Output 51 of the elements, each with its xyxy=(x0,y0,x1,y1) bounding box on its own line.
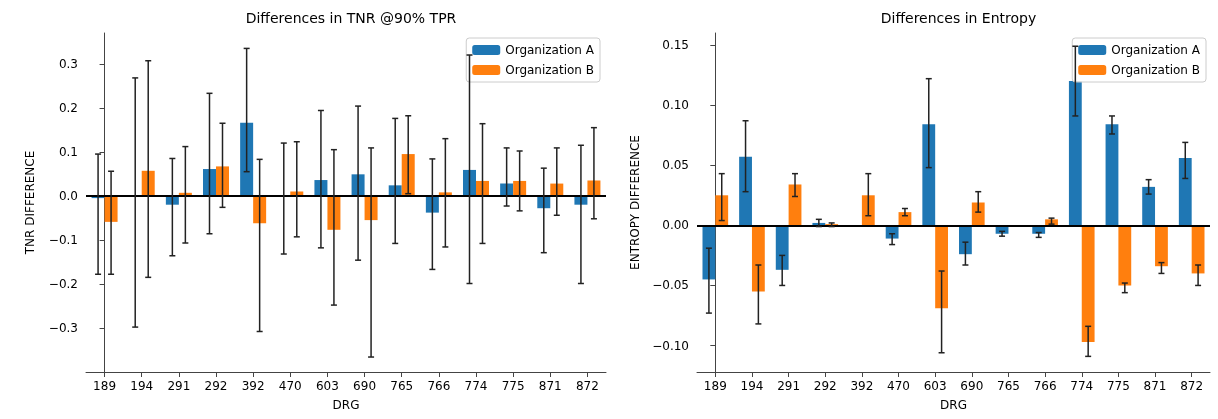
x-axis-title: DRG xyxy=(332,398,360,412)
x-tick-label: 871 xyxy=(1143,379,1167,393)
y-tick-label: −0.10 xyxy=(652,338,689,353)
x-tick-label: 872 xyxy=(1180,379,1204,393)
x-tick-label: 690 xyxy=(353,379,377,393)
chart-title: Differences in Entropy xyxy=(880,10,1037,26)
y-tick-label: 0.05 xyxy=(662,158,689,173)
x-tick-label: 603 xyxy=(923,379,947,393)
x-tick-label: 775 xyxy=(501,379,525,393)
legend-label: Organization A xyxy=(1111,43,1201,57)
x-tick-label: 194 xyxy=(740,379,764,393)
x-tick-label: 470 xyxy=(887,379,910,393)
legend-label: Organization B xyxy=(505,63,594,77)
y-tick-label: 0.00 xyxy=(662,218,689,233)
y-axis-title: TNR DIFFERENCE xyxy=(23,150,37,256)
x-axis-title: DRG xyxy=(940,398,967,412)
y-axis-title: ENTROPY DIFFERENCE xyxy=(628,135,643,270)
x-tick-label: 292 xyxy=(204,379,228,393)
x-tick-label: 871 xyxy=(538,379,562,393)
y-tick-label: −0.1 xyxy=(48,232,78,247)
y-tick-label: 0.1 xyxy=(58,144,78,159)
x-tick-label: 189 xyxy=(93,379,117,393)
x-tick-label: 291 xyxy=(777,379,801,393)
legend-label: Organization A xyxy=(505,43,595,57)
x-tick-label: 292 xyxy=(813,379,837,393)
legend-label: Organization B xyxy=(1111,63,1200,77)
x-tick-label: 774 xyxy=(1070,379,1094,393)
y-tick-label: −0.05 xyxy=(652,278,689,293)
x-tick-label: 603 xyxy=(315,379,339,393)
x-tick-label: 775 xyxy=(1106,379,1130,393)
y-tick-label: 0.2 xyxy=(58,100,78,115)
y-tick-label: 0.15 xyxy=(662,38,689,53)
x-tick-label: 189 xyxy=(703,379,727,393)
x-tick-label: 470 xyxy=(278,379,302,393)
y-tick-label: 0.3 xyxy=(58,56,78,71)
x-tick-label: 291 xyxy=(167,379,191,393)
x-tick-label: 765 xyxy=(390,379,414,393)
y-tick-label: 0.10 xyxy=(662,98,689,113)
x-tick-label: 766 xyxy=(427,379,451,393)
x-tick-label: 872 xyxy=(575,379,599,393)
y-tick-label: 0.0 xyxy=(58,188,78,203)
x-tick-label: 392 xyxy=(241,379,265,393)
chart-title: Differences in TNR @90% TPR xyxy=(245,10,457,26)
x-tick-label: 774 xyxy=(464,379,488,393)
x-tick-label: 194 xyxy=(130,379,154,393)
x-tick-label: 392 xyxy=(850,379,874,393)
y-tick-label: −0.3 xyxy=(48,320,78,335)
x-tick-label: 690 xyxy=(960,379,984,393)
x-tick-label: 765 xyxy=(997,379,1020,393)
x-tick-label: 766 xyxy=(1033,379,1057,393)
y-tick-label: −0.2 xyxy=(48,276,78,291)
